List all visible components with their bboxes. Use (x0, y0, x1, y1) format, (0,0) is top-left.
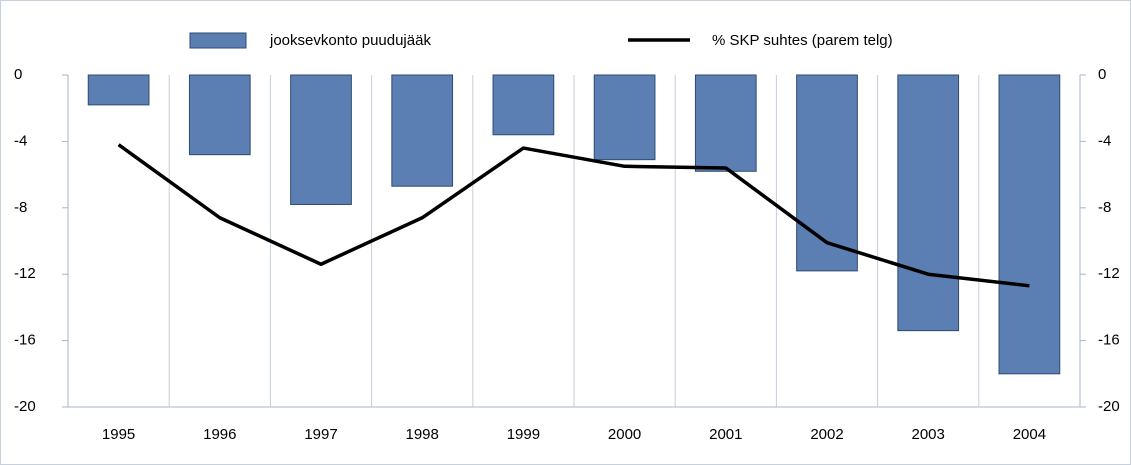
bar (897, 74, 960, 332)
bar (998, 74, 1061, 375)
y2-tick-label: -16 (1098, 332, 1120, 349)
y2-tick-label: -8 (1098, 199, 1111, 216)
y-tick-label: -20 (14, 398, 36, 415)
x-tick-label: 1996 (203, 426, 236, 443)
y-tick-label: -4 (14, 132, 27, 149)
x-tick-label: 2002 (810, 426, 843, 443)
bar (694, 74, 757, 172)
x-tick-label: 2000 (608, 426, 641, 443)
bar (492, 74, 555, 136)
y2-tick-label: -12 (1098, 265, 1120, 282)
y-tick-label: -12 (14, 265, 36, 282)
x-tick-label: 2004 (1013, 426, 1046, 443)
y-tick-label: -16 (14, 332, 36, 349)
y2-tick-label: -4 (1098, 132, 1111, 149)
bar (188, 74, 251, 156)
x-tick-label: 2001 (709, 426, 742, 443)
y-tick-label: -8 (14, 199, 27, 216)
x-tick-label: 1999 (507, 426, 540, 443)
x-tick-label: 1997 (304, 426, 337, 443)
legend-swatch (189, 32, 247, 49)
x-tick-label: 2003 (912, 426, 945, 443)
line (117, 143, 1030, 288)
bar (391, 74, 454, 187)
bar (290, 74, 352, 205)
legend-label: jooksevkonto puudujääk (269, 32, 431, 49)
x-tick-label: 1998 (406, 426, 439, 443)
legend-label: % SKP suhtes (parem telg) (712, 32, 893, 49)
bar (796, 74, 858, 272)
x-tick-label: 1995 (102, 426, 135, 443)
y2-tick-label: -20 (1098, 398, 1120, 415)
y2-tick-label: 0 (1098, 66, 1106, 83)
y-tick-label: 0 (14, 66, 22, 83)
bar (593, 74, 656, 161)
bar (87, 74, 150, 106)
